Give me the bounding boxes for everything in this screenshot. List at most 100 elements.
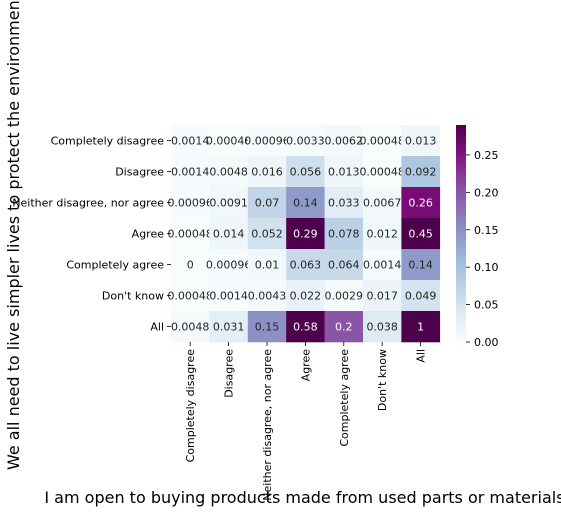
heatmap-cell-label-r3-c2: 0.052 [251,228,283,241]
heatmap-cell-label-r2-c6: 0.26 [408,197,433,210]
heatmap-cell-r1-c5 [363,156,402,188]
heatmap-cell-r2-c2 [247,187,287,219]
heatmap-cell-label-r5-c5: 0.017 [366,290,398,303]
y-tick-labels: Completely disagree Disagree Neither disag… [12,135,171,334]
heatmap-cell-r0-c5 [363,125,402,157]
heatmap-cell-r0-c1 [209,125,249,157]
heatmap-cell-label-r6-c4: 0.2 [335,321,353,334]
y-axis-label: We all need to live simpler lives to pro… [4,0,23,470]
heatmap-cell-label-r6-c0: 0.0048 [171,321,210,334]
heatmap-cell-label-r4-c5: 0.0014 [363,259,402,272]
heatmap-cell-label-r4-c4: 0.064 [328,259,360,272]
heatmap-cell-label-r0-c4: 0.0062 [325,135,364,148]
heatmap-cell-label-r2-c0: 0.00096 [167,197,213,210]
heatmap-cell-r5-c1 [209,280,249,312]
heatmap-cell-r5-c5 [363,280,402,312]
heatmap-cell-label-r1-c0: 0.0014 [171,166,210,179]
heatmap-cell-label-r5-c1: 0.0014 [209,290,248,303]
heatmap-cell-r1-c3 [286,156,325,188]
colorbar-tick-label: 0.25 [474,149,499,162]
heatmap-cell-label-r5-c4: 0.0029 [325,290,364,303]
colorbar-tick-label: 0.05 [474,299,499,312]
heatmap-cell-label-r2-c4: 0.033 [328,197,360,210]
heatmap-cell-r6-c2 [247,311,287,343]
heatmap-cell-r3-c3 [286,218,325,250]
heatmap-cell-label-r0-c3: 0.0033 [286,135,325,148]
heatmap-cell-label-r0-c2: 0.00096 [244,135,290,148]
x-tick-label: Disagree [223,349,236,398]
heatmap-cell-r3-c0 [171,218,210,250]
heatmap-cell-r5-c6 [401,280,441,312]
x-tick-label: Completely disagree [184,349,197,463]
heatmap-cell-r2-c1 [209,187,249,219]
heatmap-cell-r1-c1 [209,156,249,188]
colorbar-tick-label: 0.15 [474,224,499,237]
x-tick-label: Neither disagree, nor agree [261,349,274,501]
heatmap-cell-r0-c0 [171,125,210,157]
heatmap-cell-r5-c4 [324,280,364,312]
heatmap-cell-label-r1-c3: 0.056 [290,166,322,179]
heatmap-cell-r4-c2 [247,249,287,281]
heatmap-cell-label-r5-c3: 0.022 [290,290,322,303]
x-tick-label: Completely agree [338,349,351,447]
heatmap-cell-r5-c0 [171,280,210,312]
heatmap-cell-label-r5-c0: 0.00048 [167,290,213,303]
heatmap-cell-label-r1-c2: 0.016 [251,166,283,179]
y-tick-label: Completely disagree [51,135,165,148]
heatmap-cell-label-r6-c1: 0.031 [213,321,245,334]
heatmap-cell-r6-c1 [209,311,249,343]
x-tick-label: Agree [299,349,312,382]
heatmap-cell-r1-c6 [401,156,441,188]
heatmap-cell-label-r1-c1: 0.0048 [209,166,248,179]
heatmap-cell-r2-c3 [286,187,325,219]
heatmap-cell-r4-c5 [363,249,402,281]
heatmap-cell-r4-c6 [401,249,441,281]
heatmap-cell-label-r0-c0: 0.0014 [171,135,210,148]
heatmap-cell-label-r4-c1: 0.00096 [206,259,252,272]
heatmap-cell-r6-c4 [324,311,364,343]
heatmap-cell-r2-c5 [363,187,402,219]
heatmap-cell-label-r5-c6: 0.049 [405,290,437,303]
y-tick-label: All [150,321,164,334]
heatmap-cell-label-r6-c3: 0.58 [293,321,318,334]
heatmap-cell-label-r6-c6: 1 [417,321,424,334]
heatmap-cell-r3-c1 [209,218,249,250]
heatmap-cell-label-r1-c4: 0.013 [328,166,360,179]
heatmap-cell-label-r2-c5: 0.0067 [363,197,402,210]
heatmap-cell-label-r4-c2: 0.01 [255,259,280,272]
heatmap-cell-label-r4-c0: 0 [187,259,194,272]
heatmap-cell-r2-c0 [171,187,210,219]
heatmap-cell-r4-c4 [324,249,364,281]
heatmap-cell-r6-c5 [363,311,402,343]
heatmap-cell-r6-c3 [286,311,325,343]
heatmap-cell-r4-c3 [286,249,325,281]
y-tick-label: Agree [132,228,165,241]
heatmap-cell-label-r3-c1: 0.014 [213,228,245,241]
heatmap-cell-label-r3-c4: 0.078 [328,228,360,241]
heatmap-cell-label-r4-c6: 0.14 [408,259,433,272]
heatmap-cell-label-r3-c6: 0.45 [408,228,433,241]
x-tick-label: Don't know [376,349,389,411]
x-axis-label: I am open to buying products made from u… [44,488,561,507]
heatmap-cell-r5-c2 [247,280,287,312]
heatmap-cell-r1-c0 [171,156,210,188]
heatmap-cell-r4-c0 [171,249,210,281]
heatmap-cell-r1-c2 [247,156,287,188]
x-tick-label: All [415,349,428,363]
heatmap-cell-r3-c6 [401,218,441,250]
colorbar-tick-label: 0.10 [474,261,499,274]
heatmap-cell-r0-c4 [324,125,364,157]
y-tick-label: Neither disagree, nor agree [12,197,164,210]
heatmap-cell-label-r0-c1: 0.00048 [206,135,252,148]
heatmap-cell-label-r5-c2: 0.0043 [248,290,287,303]
heatmap-cell-r3-c4 [324,218,364,250]
heatmap-cell-label-r0-c5: 0.00048 [359,135,405,148]
heatmap-cell-label-r3-c3: 0.29 [293,228,318,241]
heatmap-cell-r3-c5 [363,218,402,250]
heatmap-cell-r1-c4 [324,156,364,188]
heatmap-cell-r2-c6 [401,187,441,219]
heatmap-cell-label-r2-c2: 0.07 [255,197,280,210]
